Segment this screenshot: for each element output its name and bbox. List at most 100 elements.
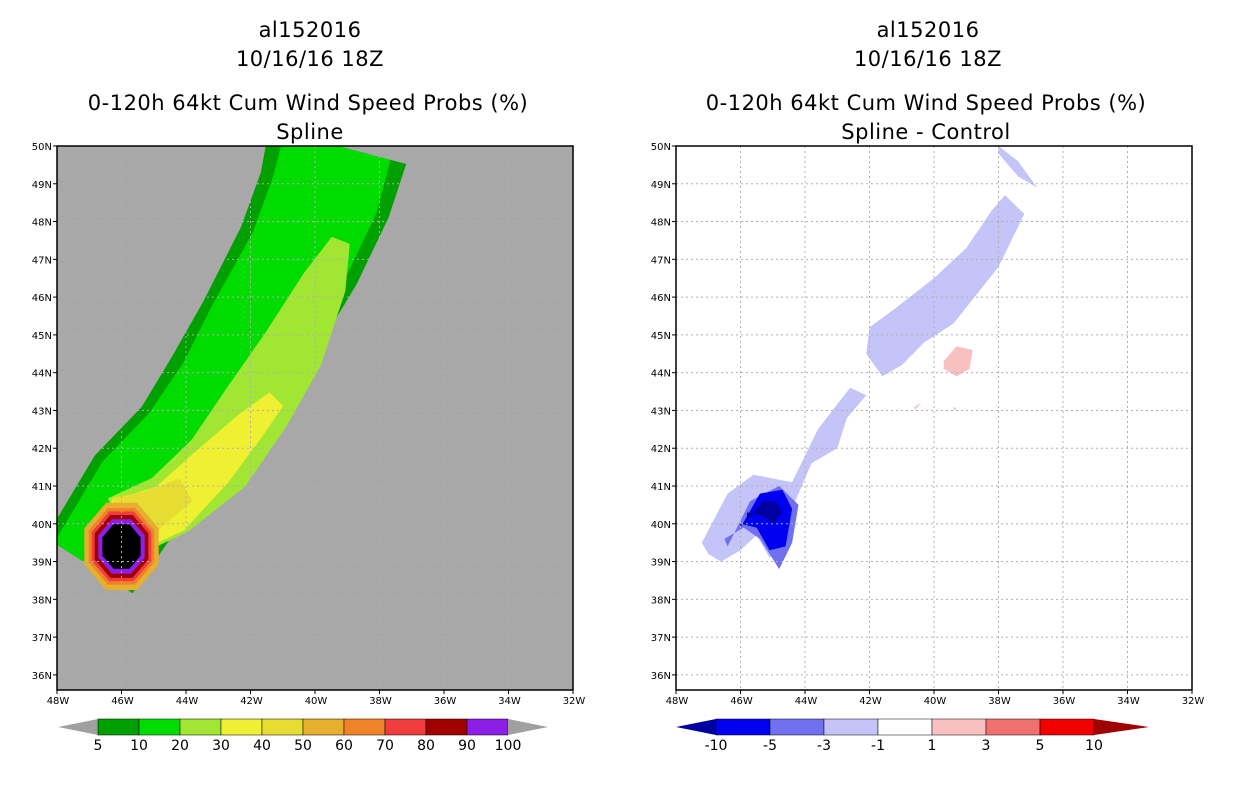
left-storm-id: al152016	[259, 18, 362, 42]
right-colorbar-swatch	[985, 718, 1041, 736]
right-pos-region-1	[953, 406, 957, 411]
left-colorbar-label: 20	[171, 738, 189, 754]
right-storm-id: al152016	[877, 18, 980, 42]
left-colorbar: 5 10 20 30 40 50 60 70 80 90 100	[58, 718, 548, 754]
right-neg-region-1	[866, 195, 1025, 377]
right-neg-region-10	[747, 501, 783, 524]
right-colorbar-label: 1	[928, 738, 937, 754]
left-y-tick-label: 48N	[32, 218, 52, 229]
right-colorbar-swatch	[823, 718, 879, 736]
left-prob-band-10	[57, 146, 391, 588]
left-x-tick-label: 40W	[305, 696, 328, 707]
left-y-tick-label: 46N	[32, 293, 52, 304]
right-neg-region-1	[998, 146, 1038, 188]
left-colorbar-swatch	[384, 718, 427, 736]
right-y-tick-label: 38N	[651, 595, 671, 606]
right-x-tick-label: 40W	[924, 696, 947, 707]
right-y-tick-label: 47N	[651, 255, 671, 266]
right-colorbar-label: -1	[871, 738, 885, 754]
left-probability-map: 48W 46W 44W 42W 40W 38W 36W 34W 32W 36N 37N 38N 39N 4…	[32, 142, 586, 707]
right-x-tick-label: 36W	[1053, 696, 1076, 707]
right-colorbar-label: -3	[817, 738, 831, 754]
left-colorbar-swatch	[302, 718, 345, 736]
right-colorbar-swatch	[877, 718, 933, 736]
right-y-tick-label: 37N	[651, 633, 671, 644]
left-y-tick-label: 38N	[32, 595, 52, 606]
left-x-tick-label: 44W	[176, 696, 199, 707]
left-colorbar-swatch	[179, 718, 222, 736]
left-colorbar-swatch	[466, 718, 509, 736]
left-colorbar-label: 70	[376, 738, 394, 754]
right-y-tick-label: 46N	[651, 293, 671, 304]
right-colorbar-right-arrow	[1094, 719, 1149, 735]
right-y-tick-label: 50N	[651, 142, 671, 153]
left-plot-border	[56, 145, 574, 691]
right-colorbar-swatch	[931, 718, 987, 736]
right-difference-map: 48W 46W 44W 42W 40W 38W 36W 34W 32W 36N 37N 38N 39N 4…	[651, 142, 1205, 707]
left-gridlines	[57, 146, 573, 690]
left-y-tick-label: 47N	[32, 255, 52, 266]
left-colorbar-label: 90	[458, 738, 476, 754]
left-colorbar-label: 50	[294, 738, 312, 754]
left-y-tick-label: 41N	[32, 482, 52, 493]
right-y-tick-label: 49N	[651, 180, 671, 191]
left-colorbar-swatch	[261, 718, 304, 736]
right-y-tick-label: 36N	[651, 671, 671, 682]
left-colorbar-right-arrow	[508, 719, 548, 735]
right-gridlines	[676, 146, 1192, 690]
right-y-tick-label: 41N	[651, 482, 671, 493]
left-shading	[57, 146, 407, 594]
left-x-tick-label: 46W	[111, 696, 134, 707]
right-pos-region-1	[943, 346, 973, 377]
right-subtitle: Spline - Control	[841, 120, 1010, 144]
right-x-tick-label: 32W	[1182, 696, 1205, 707]
left-colorbar-swatch	[220, 718, 263, 736]
left-colorbar-label: 40	[253, 738, 271, 754]
left-y-tick-label: 50N	[32, 142, 52, 153]
left-x-tick-label: 34W	[498, 696, 521, 707]
left-colorbar-swatch	[343, 718, 386, 736]
left-x-tick-label: 38W	[369, 696, 392, 707]
right-product-title: 0-120h 64kt Cum Wind Speed Probs (%)	[706, 91, 1146, 115]
left-colorbar-label: 5	[94, 738, 103, 754]
right-y-tick-label: 43N	[651, 406, 671, 417]
left-product-title: 0-120h 64kt Cum Wind Speed Probs (%)	[88, 91, 528, 115]
right-y-tick-label: 42N	[651, 444, 671, 455]
left-subtitle: Spline	[276, 120, 344, 144]
right-colorbar-swatch	[715, 718, 771, 736]
right-neg-region-5	[740, 489, 793, 551]
right-datetime: 10/16/16 18Z	[854, 47, 1002, 71]
left-y-tick-label: 49N	[32, 180, 52, 191]
left-colorbar-swatch	[97, 718, 140, 736]
left-x-tick-label: 36W	[434, 696, 457, 707]
left-colorbar-left-arrow	[58, 719, 98, 735]
right-colorbar-label: -10	[705, 738, 728, 754]
right-y-tick-label: 45N	[651, 331, 671, 342]
left-datetime: 10/16/16 18Z	[236, 47, 384, 71]
left-colorbar-swatch	[138, 718, 181, 736]
left-colorbar-label: 80	[417, 738, 435, 754]
left-colorbar-label: 30	[212, 738, 230, 754]
right-x-tick-label: 34W	[1117, 696, 1140, 707]
left-y-tick-label: 39N	[32, 558, 52, 569]
left-y-tick-label: 44N	[32, 369, 52, 380]
left-colorbar-label: 10	[130, 738, 148, 754]
right-colorbar-label: -5	[763, 738, 777, 754]
right-x-tick-label: 46W	[730, 696, 753, 707]
left-y-tick-label: 45N	[32, 331, 52, 342]
right-x-tick-label: 48W	[666, 696, 689, 707]
left-colorbar-label: 100	[495, 738, 522, 754]
right-shading	[701, 146, 1038, 570]
right-colorbar-swatch	[769, 718, 825, 736]
left-colorbar-swatch	[425, 718, 468, 736]
left-y-tick-label: 43N	[32, 406, 52, 417]
right-y-tick-label: 44N	[651, 369, 671, 380]
left-colorbar-label: 60	[335, 738, 353, 754]
right-colorbar: -10 -5 -3 -1 1 3 5 10	[676, 718, 1149, 754]
left-y-tick-label: 40N	[32, 520, 52, 531]
right-y-tick-label: 39N	[651, 558, 671, 569]
right-x-tick-label: 44W	[795, 696, 818, 707]
right-colorbar-label: 5	[1036, 738, 1045, 754]
right-y-tick-label: 40N	[651, 520, 671, 531]
